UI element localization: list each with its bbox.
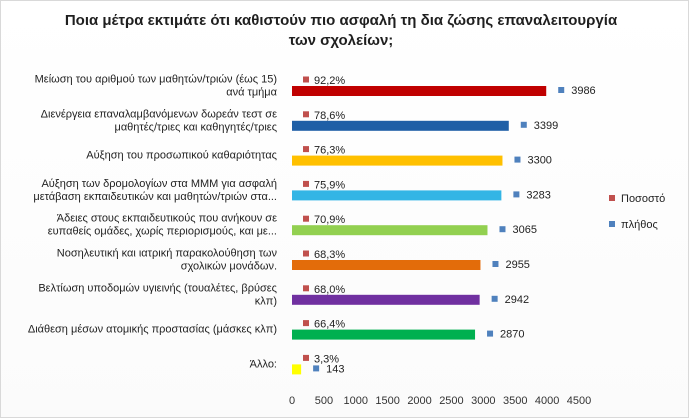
category-label-6: Βελτίωση υποδομών υγιεινής (τουαλέτες, β… — [38, 282, 277, 307]
x-tick-label-6: 3000 — [471, 395, 495, 407]
percent-marker-0 — [303, 76, 309, 83]
percent-label-4: 70,9% — [314, 214, 345, 226]
x-tick-label-3: 1500 — [375, 395, 399, 407]
bar-3 — [292, 190, 502, 201]
category-label-0: Μείωση του αριθμού των μαθητών/τριών (έω… — [35, 74, 278, 99]
x-tick-label-8: 4000 — [535, 395, 559, 407]
bar-1 — [292, 120, 509, 131]
legend-marker-0 — [609, 195, 615, 201]
count-label-3: 3283 — [526, 189, 550, 201]
x-tick-label-4: 2000 — [407, 395, 431, 407]
legend-label-0: Ποσοστό — [621, 193, 665, 205]
percent-label-3: 75,9% — [314, 179, 345, 191]
bar-7 — [292, 329, 476, 340]
percent-marker-7 — [303, 320, 309, 327]
count-label-5: 2955 — [505, 259, 529, 271]
category-label-8: Άλλο: — [250, 358, 277, 370]
count-marker-5 — [492, 261, 499, 267]
count-marker-1 — [520, 121, 527, 128]
chart-title: Ποια μέτρα εκτιμάτε ότι καθιστούν πιο ασ… — [41, 11, 641, 51]
chart-title-line-1: Ποια μέτρα εκτιμάτε ότι καθιστούν πιο ασ… — [64, 12, 618, 29]
bar-6 — [292, 294, 480, 305]
x-tick-label-5: 2500 — [439, 395, 463, 407]
percent-marker-4 — [303, 215, 309, 222]
count-label-8: 143 — [326, 363, 344, 375]
category-label-1: Διενέργεια επαναλαμβανόμενων δωρεάν τεστ… — [41, 108, 277, 133]
count-marker-0 — [558, 87, 565, 93]
percent-label-8: 3,3% — [314, 353, 339, 365]
count-marker-8 — [313, 365, 320, 372]
count-label-6: 2942 — [505, 294, 529, 306]
x-tick-label-2: 1000 — [344, 395, 368, 407]
bar-0 — [292, 86, 547, 96]
count-label-2: 3300 — [527, 155, 551, 167]
x-tick-label-9: 4500 — [567, 395, 591, 407]
bar-2 — [292, 155, 503, 166]
category-label-2: Αύξηση του προσωπικού καθαριότητας — [86, 150, 277, 162]
x-tick-label-1: 500 — [315, 395, 333, 407]
count-label-0: 3986 — [571, 85, 595, 97]
percent-marker-2 — [303, 146, 309, 153]
percent-label-2: 76,3% — [314, 145, 345, 157]
percent-marker-5 — [303, 250, 309, 257]
percent-marker-6 — [303, 285, 309, 292]
legend-label-1: πλήθος — [621, 219, 658, 231]
count-label-7: 2870 — [500, 329, 524, 341]
percent-label-5: 68,3% — [314, 249, 345, 261]
bar-5 — [292, 260, 481, 270]
count-label-1: 3399 — [534, 120, 558, 132]
count-marker-2 — [514, 156, 521, 163]
count-marker-3 — [513, 191, 520, 198]
percent-marker-3 — [303, 180, 309, 187]
category-label-4: Άδειες στους εκπαιδευτικούς που ανήκουν … — [48, 213, 277, 238]
percent-label-6: 68,0% — [314, 284, 345, 296]
bar-4 — [292, 225, 488, 236]
category-label-5: Νοσηλευτική και ιατρική παρακολούθηση τω… — [57, 248, 278, 273]
percent-marker-1 — [303, 111, 309, 118]
count-marker-4 — [499, 226, 506, 233]
legend-marker-1 — [609, 221, 615, 227]
count-label-4: 3065 — [512, 224, 536, 236]
percent-label-7: 66,4% — [314, 319, 345, 331]
count-marker-7 — [487, 330, 494, 337]
count-marker-6 — [491, 295, 498, 302]
category-label-3: Αύξηση των δρομολογίων στα ΜΜΜ για ασφαλ… — [33, 178, 277, 203]
percent-label-0: 92,2% — [314, 75, 345, 87]
bar-8 — [292, 364, 302, 375]
chart-title-line-2: των σχολείων; — [288, 32, 394, 49]
percent-marker-8 — [303, 354, 309, 361]
x-tick-label-0: 0 — [289, 395, 295, 407]
x-tick-label-7: 3500 — [503, 395, 527, 407]
category-label-7: Διάθεση μέσων ατομικής προστασίας (μάσκε… — [28, 324, 277, 336]
percent-label-1: 78,6% — [314, 110, 345, 122]
